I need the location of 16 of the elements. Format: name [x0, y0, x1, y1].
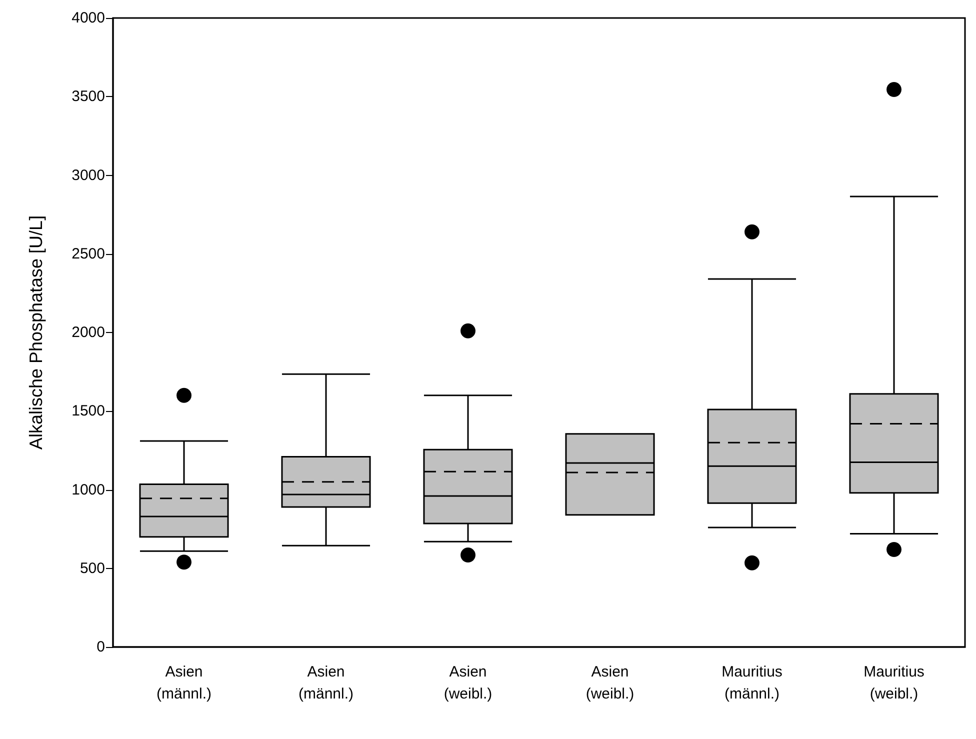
- x-tick-label: Asien (männl.): [298, 664, 354, 702]
- y-tick-label: 3500: [72, 88, 105, 106]
- x-tick-label: Mauritius (weibl.): [864, 664, 924, 702]
- y-tick-label: 1500: [72, 402, 105, 420]
- y-tick-label: 0: [96, 638, 105, 656]
- y-tick-label: 2000: [72, 324, 105, 341]
- y-tick-label: 500: [80, 560, 105, 577]
- x-tick-label: Asien (weibl.): [586, 664, 634, 702]
- x-tick-label: Asien (weibl.): [444, 664, 492, 702]
- x-tick-label: Mauritius (männl.): [722, 664, 782, 702]
- y-tick-label: 2500: [72, 245, 105, 262]
- y-tick-label: 4000: [72, 10, 105, 26]
- y-tick-label: 1000: [72, 481, 105, 498]
- x-tick-label: Asien (männl.): [156, 664, 212, 702]
- y-axis-title: Alkalische Phosphatase [U/L]: [26, 215, 46, 450]
- y-tick-label: 3000: [72, 166, 105, 184]
